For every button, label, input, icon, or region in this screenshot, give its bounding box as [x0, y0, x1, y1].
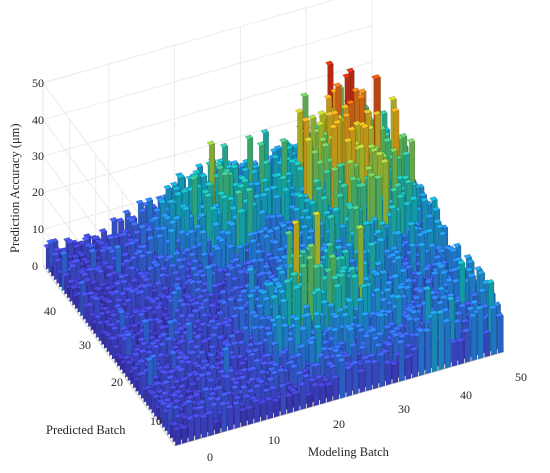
grid-line [42, 98, 373, 194]
bar-top-face [92, 235, 101, 241]
bars [43, 60, 504, 446]
bar-top-face [300, 92, 309, 98]
bar-top-face [127, 217, 136, 223]
bar-top-face [109, 217, 118, 222]
bar-top-face [72, 243, 81, 249]
bar-top-face [230, 160, 239, 165]
grid-line [42, 0, 335, 84]
bar-top-face [115, 217, 125, 223]
grid-line [174, 351, 505, 447]
bar-top-face [122, 209, 131, 215]
grid-line [42, 61, 373, 157]
bar-top-face [52, 247, 61, 253]
bar-top-face [144, 197, 154, 203]
bar-top-face [269, 147, 279, 153]
bar-top-face [82, 233, 92, 239]
bar-top-face [65, 239, 75, 245]
bar-top-face [260, 128, 269, 134]
bar-top-face [98, 228, 108, 234]
bar-top-face [194, 163, 204, 169]
bar-top-face [81, 236, 90, 242]
bar-top-face [121, 228, 130, 234]
bar-top-face [138, 207, 147, 213]
grid-line [42, 25, 373, 120]
bar-top-face [135, 199, 144, 205]
grid-line [42, 265, 176, 447]
bar-top-face [46, 239, 55, 244]
